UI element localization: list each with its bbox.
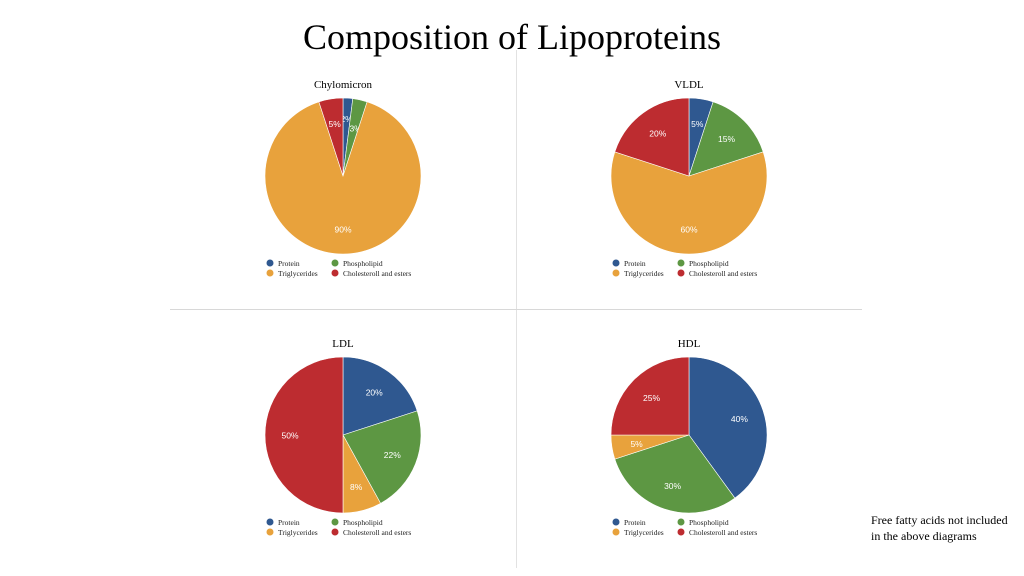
footnote: Free fatty acids not included in the abo… [871,513,1008,543]
data-label: 2% [340,114,353,124]
legend-label: Phospholipid [343,518,383,527]
legend-swatch [266,518,274,526]
legend-swatch [677,528,685,536]
pie-slice-cholesteroll-and-esters [614,97,690,177]
legend-label: Cholesteroll and esters [689,269,757,278]
legend-swatch [331,259,339,267]
legend-item-protein: Protein [266,518,300,527]
legend-item-triglycerides: Triglycerides [612,269,664,278]
chart-title: Chylomicron [314,79,373,91]
legend-swatch [677,259,685,267]
legend-swatch [266,259,274,267]
legend-item-cholesteroll-and-esters: Cholesteroll and esters [677,528,757,537]
pie-slice-phospholipid [688,101,764,177]
pie-slice-triglycerides [264,101,422,255]
legend-label: Protein [624,259,646,268]
legend-swatch [612,259,620,267]
legend-label: Protein [278,518,300,527]
data-label: 3% [349,124,362,134]
legend-label: Triglycerides [624,528,664,537]
legend-label: Protein [624,518,646,527]
legend-swatch [612,518,620,526]
pie-chart-hdl: HDL 40% 30% 5% 25% Protein Phospholipid Triglyc… [610,338,768,537]
data-label: 30% [664,481,681,491]
legend-swatch [331,269,339,277]
legend-swatch [331,518,339,526]
slide-title: Composition of Lipoproteins [303,17,721,57]
legend-item-triglycerides: Triglycerides [266,528,318,537]
chart-title: LDL [332,338,354,350]
data-label: 50% [281,431,298,441]
legend-item-phospholipid: Phospholipid [331,259,383,268]
pie-slice-protein [688,356,768,499]
pie-chart-vldl: VLDL 5% 15% 60% 20% Protein Phospholipid Trigly… [610,79,768,278]
data-label: 5% [691,119,704,129]
legend-swatch [677,518,685,526]
chart-panel-vldl: VLDL 5% 15% 60% 20% Protein Phospholipid Trigly… [516,50,862,309]
data-label: 8% [350,482,363,492]
legend-item-cholesteroll-and-esters: Cholesteroll and esters [331,528,411,537]
legend-item-protein: Protein [266,259,300,268]
legend-label: Cholesteroll and esters [343,528,411,537]
legend-label: Triglycerides [278,528,318,537]
legend-item-triglycerides: Triglycerides [266,269,318,278]
legend-item-cholesteroll-and-esters: Cholesteroll and esters [331,269,411,278]
legend-label: Cholesteroll and esters [689,528,757,537]
legend-item-phospholipid: Phospholipid [677,518,729,527]
data-label: 20% [649,129,666,139]
legend-swatch [612,528,620,536]
legend-swatch [266,269,274,277]
legend-item-triglycerides: Triglycerides [612,528,664,537]
legend-item-phospholipid: Phospholipid [677,259,729,268]
chart-title: VLDL [674,79,704,91]
legend-item-protein: Protein [612,518,646,527]
legend-item-cholesteroll-and-esters: Cholesteroll and esters [677,269,757,278]
legend-swatch [266,528,274,536]
data-label: 20% [366,388,383,398]
data-label: 15% [718,134,735,144]
legend-label: Cholesteroll and esters [343,269,411,278]
legend-label: Phospholipid [343,259,383,268]
pie-chart-ldl: LDL 20% 22% 8% 50% Protein Phospholipid Triglyc… [264,338,422,537]
legend-label: Phospholipid [689,259,729,268]
legend-label: Triglycerides [624,269,664,278]
pie-slice-cholesteroll-and-esters [318,97,344,177]
pie-slice-protein [342,356,418,436]
data-label: 5% [630,439,643,449]
pie-slice-cholesteroll-and-esters [610,356,690,436]
legend-label: Triglycerides [278,269,318,278]
legend-swatch [331,528,339,536]
legend-item-phospholipid: Phospholipid [331,518,383,527]
legend-swatch [677,269,685,277]
chart-panel-hdl: HDL 40% 30% 5% 25% Protein Phospholipid Triglyc… [516,309,862,568]
pie-slice-triglycerides [610,151,768,255]
pie-slice-phospholipid [614,434,736,514]
legend-label: Protein [278,259,300,268]
legend-swatch [612,269,620,277]
legend-label: Phospholipid [689,518,729,527]
legend-item-protein: Protein [612,259,646,268]
data-label: 60% [680,225,697,235]
data-label: 90% [334,225,351,235]
pie-chart-chylomicron: Chylomicron 2%3% 90% 5% Protein Phospholipid T… [264,79,422,278]
chart-title: HDL [678,338,701,350]
chart-panel-ldl: LDL 20% 22% 8% 50% Protein Phospholipid Triglyc… [170,309,516,568]
chart-panel-chylomicron: Chylomicron 2% 3% 90% 5% Protein Phospholipid T… [170,50,516,309]
data-label: 5% [329,119,342,129]
data-label: 22% [384,450,401,460]
data-label: 25% [643,393,660,403]
grid-divider-horizontal [170,309,862,310]
chart-grid: Chylomicron 2% 3% 90% 5% Protein Phospholipid T… [170,50,862,568]
pie-slice-phospholipid [342,410,422,504]
pie-slice-cholesteroll-and-esters [264,356,344,514]
data-label: 40% [731,414,748,424]
